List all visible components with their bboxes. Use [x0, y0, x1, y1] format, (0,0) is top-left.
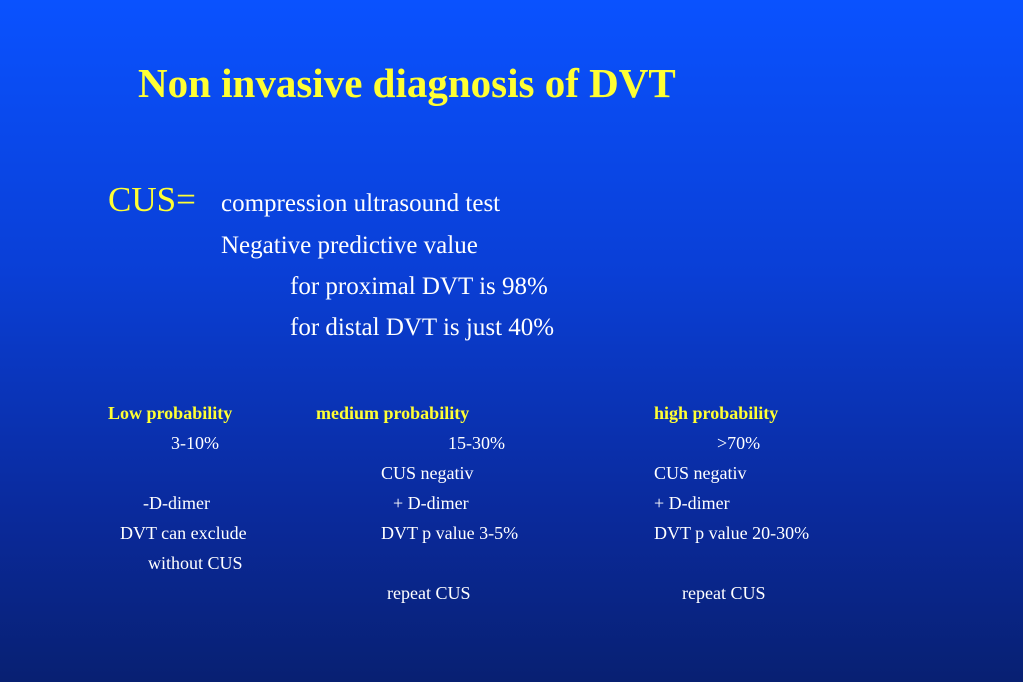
- high-d-dimer: + D-dimer: [654, 493, 730, 513]
- npv-distal: for distal DVT is just 40%: [290, 314, 555, 341]
- low-outcome: DVT can exclude: [120, 523, 247, 543]
- low-probability-header: Low probability: [108, 403, 233, 423]
- npv-label: Negative predictive value: [221, 232, 478, 259]
- medium-probability-range: 15-30%: [448, 433, 505, 453]
- high-cus-result: CUS negativ: [654, 463, 747, 483]
- medium-outcome: DVT p value 3-5%: [381, 523, 519, 543]
- low-outcome-continued: without CUS: [148, 553, 243, 573]
- medium-cus-result: CUS negativ: [381, 463, 474, 483]
- high-probability-range: >70%: [717, 433, 761, 453]
- medium-d-dimer: + D-dimer: [393, 493, 469, 513]
- high-outcome: DVT p value 20-30%: [654, 523, 810, 543]
- cus-label: CUS=: [108, 180, 196, 219]
- cus-definition: compression ultrasound test: [221, 190, 501, 217]
- medium-probability-header: medium probability: [316, 403, 470, 423]
- slide-title: Non invasive diagnosis of DVT: [138, 60, 676, 106]
- high-action: repeat CUS: [682, 583, 766, 603]
- high-probability-header: high probability: [654, 403, 779, 423]
- low-probability-range: 3-10%: [171, 433, 219, 453]
- npv-proximal: for proximal DVT is 98%: [290, 273, 548, 300]
- low-d-dimer: -D-dimer: [143, 493, 210, 513]
- medium-action: repeat CUS: [387, 583, 471, 603]
